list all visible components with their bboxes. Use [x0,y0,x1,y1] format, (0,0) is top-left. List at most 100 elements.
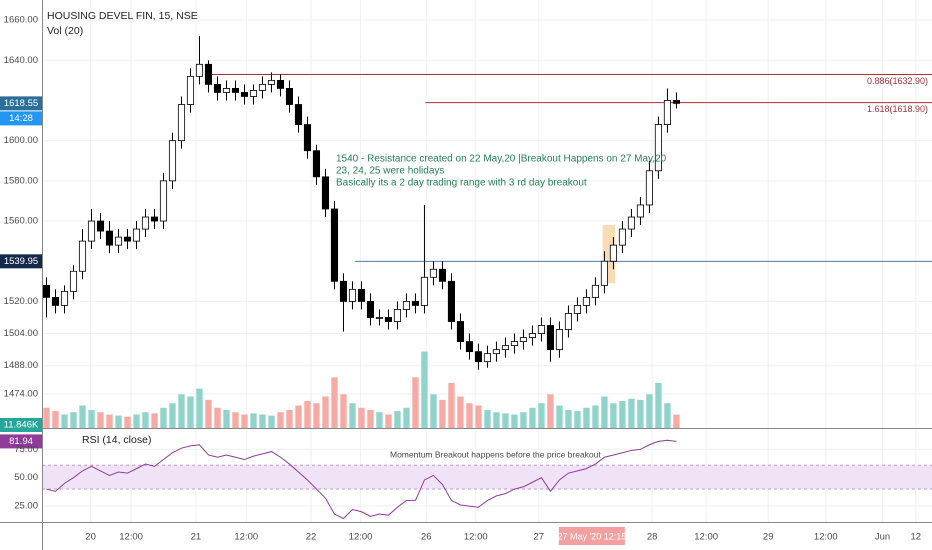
candle-body [501,345,509,351]
volume-bar [124,416,131,428]
candle-body [96,220,105,232]
candle-body [105,230,114,246]
x-tick-label: 12:00 [349,532,373,543]
x-tick-label: 12 [911,532,922,543]
rsi-title: RSI (14, close) [82,434,151,446]
last-price: 1618.55 [4,98,38,109]
candle-body [123,236,132,242]
x-tick-label: Jun [875,532,890,543]
volume-bar [331,377,338,428]
volume-bar [466,403,473,428]
volume-bar [430,394,437,428]
candle-body [150,216,159,222]
y-tick-label: 1504.00 [4,328,38,339]
hline-price-bg [0,254,42,269]
y-tick-label: 1474.00 [4,388,38,399]
rsi-tick-label: 50.00 [14,472,38,483]
candle-body [645,170,653,206]
rsi-tick-label: 75.00 [14,444,38,455]
annotation: 1540 - Resistance created on 22 May,20 |… [336,154,667,165]
volume-bar [646,394,653,428]
candle-body [141,216,150,230]
volume-bar [241,414,248,428]
annotation: Basically its a 2 day trading range with… [336,178,587,189]
volume-bar [61,414,68,428]
annotation: 23, 24, 25 were holidays [336,166,444,177]
volume-bar [106,414,113,428]
candle-body [87,220,96,242]
volume-bar [322,396,329,428]
y-tick-label: 1520.00 [4,296,38,307]
candle-body [339,280,348,302]
volume-bar [448,383,455,428]
candle-body [276,79,285,89]
candle-body [510,341,518,347]
rsi-last: 81.94 [9,436,33,447]
volume-bar [412,377,419,428]
volume-bar [538,403,545,428]
volume-bar [52,411,59,428]
candle-body [402,301,411,310]
volume-bar [556,405,563,428]
x-tick-label: 21 [191,532,202,543]
volume-bar [484,410,491,428]
candle-body [42,284,51,298]
volume-bar [457,396,464,428]
volume-bar [43,407,50,428]
volume-bar [295,405,302,428]
volume-bar [475,405,482,428]
candle-body [240,92,249,97]
volume-bar [178,394,185,428]
candle-body [348,288,357,302]
candle-body [393,309,402,322]
candle-body [78,240,87,272]
volume-bar [439,399,446,428]
volume-bar [655,383,662,428]
candle-body [564,313,572,330]
candle-body [582,296,590,306]
candle-body [600,260,608,286]
candle-body [312,150,321,178]
volume-bar [286,410,293,428]
candle-body [438,268,447,282]
y-tick-label: 1488.00 [4,360,38,371]
x-tick-label: 12:00 [694,532,718,543]
volume-bar [97,412,104,428]
candle-body [366,301,375,318]
candle-body [285,88,294,105]
volume-bar [610,403,617,428]
x-tick-label: 28 [647,532,658,543]
volume-bar [394,411,401,428]
candle-body [609,244,617,262]
candle-body [618,228,626,246]
crosshair-label: 27 May '20 12:15 [557,531,626,541]
candle-body [330,208,339,282]
volume-bar [259,414,266,428]
candle-body [195,63,204,77]
x-tick-label: 12:00 [119,532,143,543]
volume-bar [358,407,365,428]
volume-bar [196,388,203,428]
volume-bar [349,403,356,428]
y-tick-label: 1560.00 [4,216,38,227]
candle-body [627,216,635,230]
volume-last-bg [0,418,42,432]
y-tick-label: 1660.00 [4,15,38,26]
volume-bar [214,407,221,428]
candle-body [294,104,303,125]
volume-bar [160,407,167,428]
hline-price: 1539.95 [4,256,38,267]
rsi-line [46,439,677,520]
y-tick-label: 1580.00 [4,175,38,186]
candle-body [636,204,644,218]
candle-body [591,284,599,298]
candle-body [168,140,177,182]
candle-body [429,268,438,278]
candle-body [51,296,60,306]
candle-body [528,333,536,338]
rsi-last-bg [0,434,42,449]
candle-body [555,329,563,351]
volume-bar [79,405,86,428]
candle-body [483,353,491,363]
candle-body [492,349,500,355]
